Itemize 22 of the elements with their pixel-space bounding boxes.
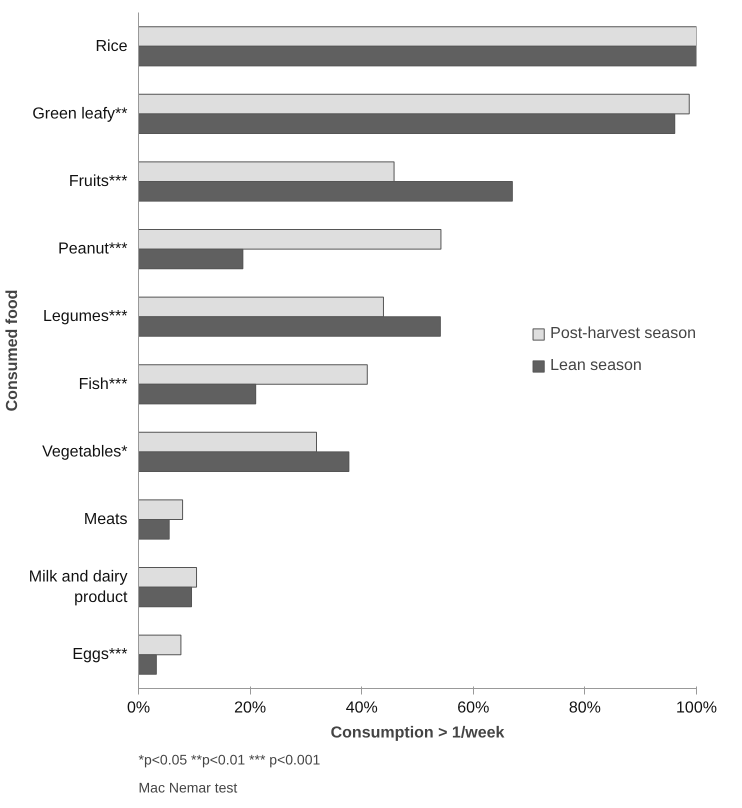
- y-tick-label: Milk and dairy product: [28, 568, 128, 606]
- legend-label: Lean season: [550, 357, 642, 375]
- y-tick-label: Legumes***: [43, 308, 128, 326]
- y-axis-title: Consumed food: [4, 290, 21, 412]
- x-tick-label: 80%: [568, 700, 601, 716]
- text: Mac Nemar test: [138, 780, 238, 796]
- y-tick-label: Meats: [84, 511, 128, 528]
- y-tick-label: Green leafy**: [32, 105, 128, 122]
- x-tick-label: 0%: [126, 700, 150, 716]
- y-tick-label: Fruits***: [68, 173, 128, 190]
- x-tick-label: 20%: [234, 700, 266, 716]
- y-tick-label: Peanut***: [58, 240, 128, 258]
- text: *p<0.05 **p<0.01 *** p<0.001: [138, 752, 320, 768]
- y-tick-label: Fish***: [78, 376, 128, 393]
- y-tick-label: Eggs***: [72, 646, 128, 664]
- x-axis-title: Consumption > 1/week: [330, 724, 505, 742]
- x-tick-label: 100%: [676, 700, 717, 716]
- y-tick-label: Vegetables*: [42, 443, 128, 460]
- legend-label: Post-harvest season: [550, 325, 696, 343]
- x-tick-label: 60%: [457, 700, 490, 716]
- x-tick-label: 40%: [346, 700, 378, 716]
- y-tick-label: Rice: [95, 38, 128, 55]
